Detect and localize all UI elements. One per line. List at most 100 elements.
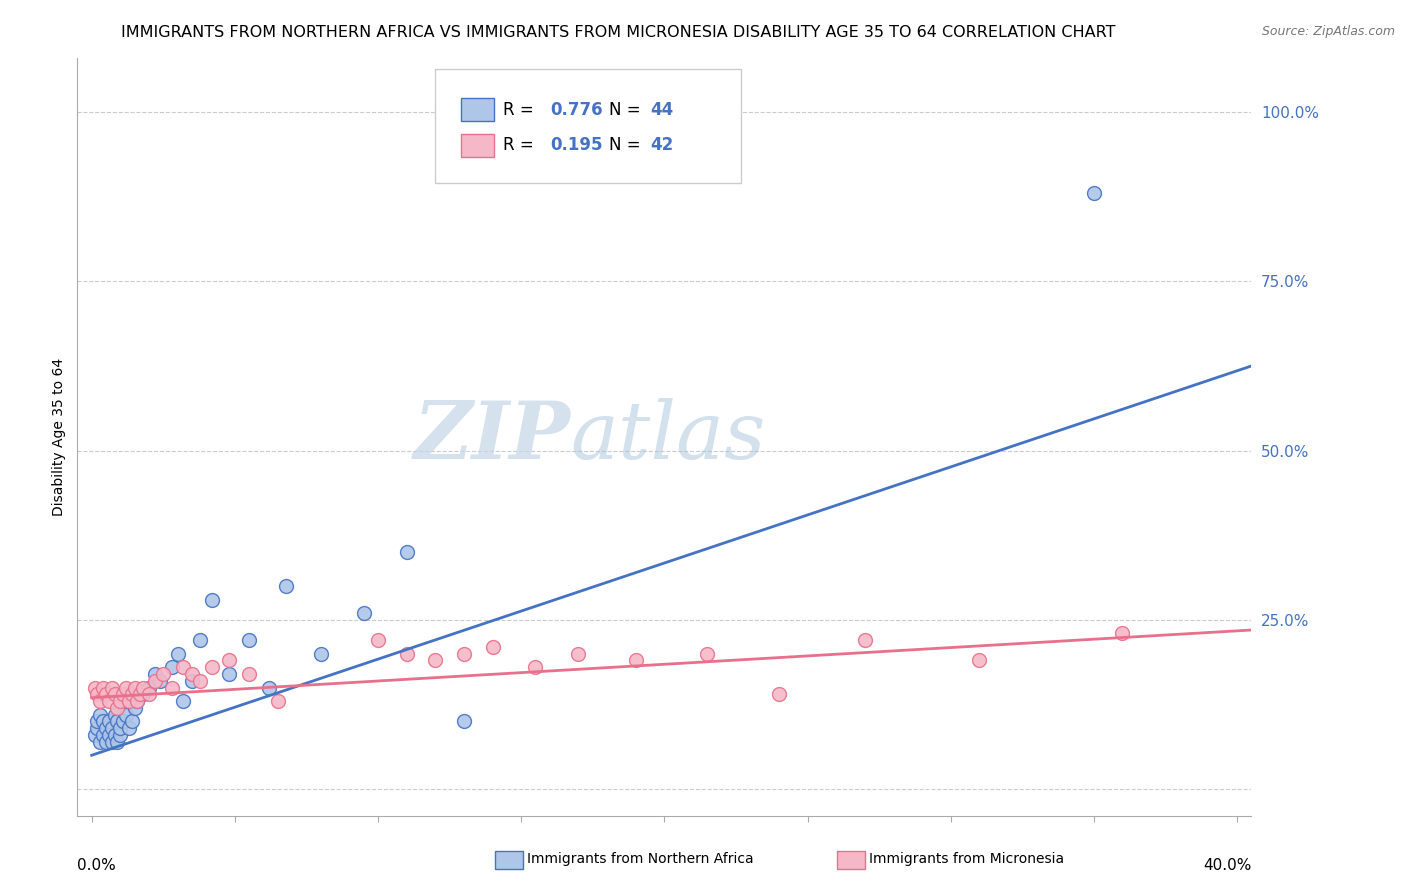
Text: Source: ZipAtlas.com: Source: ZipAtlas.com (1261, 25, 1395, 38)
Point (124, 681, 146, 695)
Point (100, 721, 122, 735)
Text: 0.0%: 0.0% (77, 858, 117, 873)
Text: Immigrants from Micronesia: Immigrants from Micronesia (869, 852, 1064, 866)
Point (138, 681, 160, 695)
Point (121, 687, 143, 701)
Point (110, 721, 132, 735)
Point (218, 653, 240, 667)
Point (395, 647, 418, 661)
Point (107, 735, 129, 749)
Point (768, 687, 790, 701)
Point (110, 728, 132, 742)
Point (309, 647, 332, 661)
Text: 0.776: 0.776 (551, 101, 603, 119)
Point (118, 694, 141, 708)
Point (103, 728, 125, 742)
Point (201, 660, 224, 674)
Point (395, 545, 418, 559)
Point (190, 673, 212, 688)
Point (143, 667, 166, 681)
Point (107, 701, 129, 715)
Point (94, 687, 117, 701)
Point (86, 687, 108, 701)
Point (91, 728, 114, 742)
Point (481, 640, 503, 654)
Point (166, 647, 188, 661)
Point (624, 653, 647, 667)
Point (103, 687, 125, 701)
Text: IMMIGRANTS FROM NORTHERN AFRICA VS IMMIGRANTS FROM MICRONESIA DISABILITY AGE 35 : IMMIGRANTS FROM NORTHERN AFRICA VS IMMIG… (121, 25, 1116, 40)
Text: 40.0%: 40.0% (1204, 858, 1251, 873)
FancyBboxPatch shape (461, 134, 494, 157)
Point (238, 667, 260, 681)
FancyBboxPatch shape (436, 70, 741, 183)
FancyBboxPatch shape (461, 98, 494, 121)
Point (94, 735, 117, 749)
Point (83, 728, 105, 742)
Text: N =: N = (609, 101, 645, 119)
Point (138, 687, 160, 701)
Point (1111, 626, 1133, 640)
Point (118, 721, 141, 735)
Point (180, 673, 202, 688)
Point (112, 687, 135, 701)
Point (86, 714, 108, 729)
Point (969, 653, 991, 667)
Point (91, 681, 114, 695)
Text: 42: 42 (650, 136, 673, 154)
Point (453, 647, 475, 661)
Point (276, 579, 298, 593)
Point (124, 701, 146, 715)
Point (567, 647, 589, 661)
Point (83, 681, 105, 695)
Point (201, 592, 224, 607)
Point (172, 660, 194, 674)
Point (1083, 186, 1105, 201)
Point (103, 707, 125, 722)
Point (257, 681, 280, 695)
Point (353, 606, 375, 620)
Text: ZIP: ZIP (413, 399, 571, 475)
Point (129, 687, 152, 701)
Point (112, 714, 135, 729)
Point (97, 714, 120, 729)
Point (121, 714, 143, 729)
Point (89, 735, 111, 749)
Point (132, 681, 155, 695)
Point (100, 735, 122, 749)
Point (160, 660, 183, 674)
Point (91, 714, 114, 729)
Point (97, 728, 120, 742)
Point (267, 694, 290, 708)
Text: 0.195: 0.195 (551, 136, 603, 154)
Point (110, 694, 132, 708)
Point (218, 667, 240, 681)
Point (172, 694, 194, 708)
Point (127, 694, 149, 708)
Y-axis label: Disability Age 35 to 64: Disability Age 35 to 64 (52, 358, 66, 516)
Text: N =: N = (609, 136, 645, 154)
Point (86, 721, 108, 735)
Point (425, 653, 447, 667)
Point (89, 707, 111, 722)
Text: Immigrants from Northern Africa: Immigrants from Northern Africa (527, 852, 754, 866)
Point (143, 673, 166, 688)
Point (524, 660, 547, 674)
Text: R =: R = (503, 136, 540, 154)
Point (107, 714, 129, 729)
Point (115, 681, 138, 695)
Point (132, 687, 155, 701)
Text: atlas: atlas (571, 399, 766, 475)
Point (160, 681, 183, 695)
Point (453, 714, 475, 729)
Point (115, 707, 138, 722)
Text: 44: 44 (650, 101, 673, 119)
Point (97, 694, 120, 708)
Point (127, 694, 149, 708)
Point (238, 633, 260, 648)
Point (152, 667, 174, 681)
Point (190, 633, 212, 648)
Point (100, 681, 122, 695)
Point (367, 633, 389, 648)
Point (94, 721, 117, 735)
